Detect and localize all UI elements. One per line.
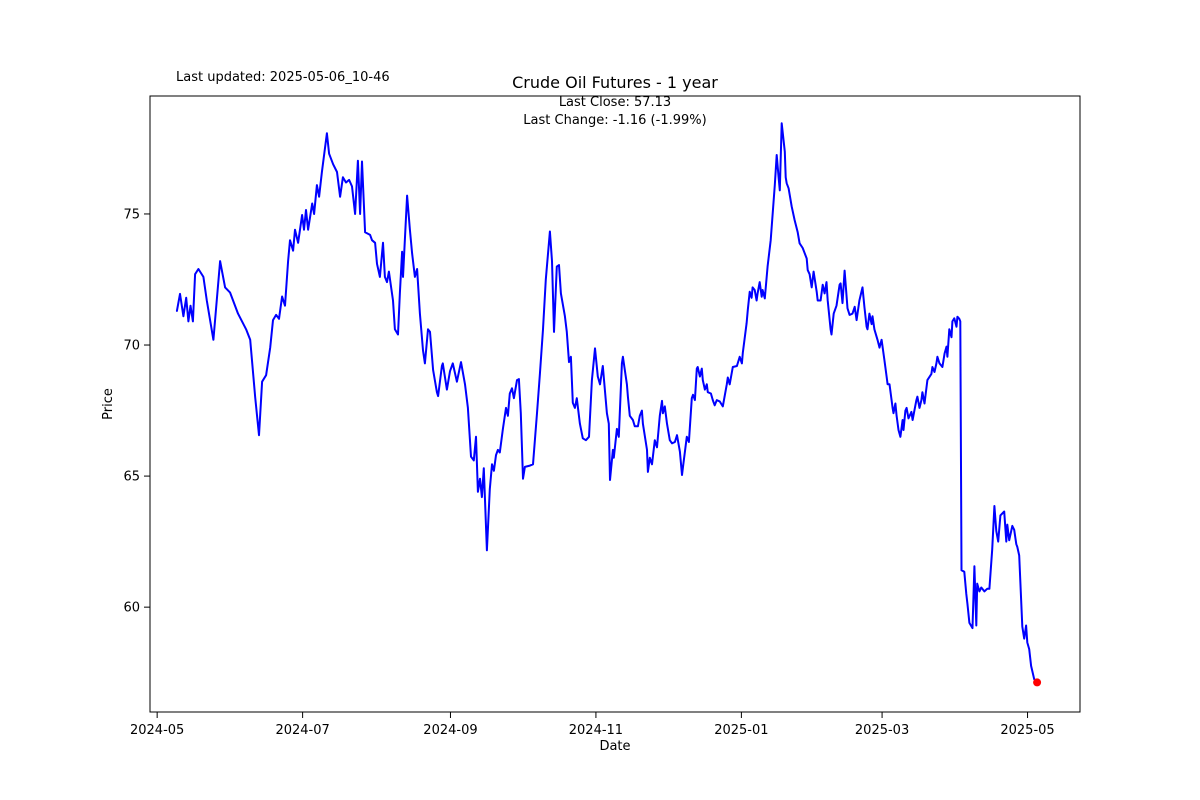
x-tick-label: 2024-09 — [423, 723, 477, 738]
price-series-group — [175, 122, 1042, 687]
x-tick-label: 2025-05 — [1000, 723, 1054, 738]
y-axis-ticks: 60 65 70 75 — [123, 207, 150, 616]
last-updated-text: Last updated: 2025-05-06_10-46 — [176, 70, 390, 85]
axes-frame — [149, 95, 1081, 713]
x-tick-label: 2024-11 — [569, 723, 623, 738]
x-tick-label: 2025-01 — [714, 723, 768, 738]
y-tick-label: 75 — [123, 207, 140, 222]
annotation-last-close: Last Close: 57.13 — [559, 95, 671, 110]
y-tick-label: 60 — [123, 601, 140, 616]
y-tick-label: 65 — [123, 470, 140, 485]
price-line — [175, 122, 1039, 684]
x-tick-label: 2025-03 — [855, 723, 909, 738]
chart-title: Crude Oil Futures - 1 year — [512, 73, 718, 92]
x-tick-label: 2024-05 — [130, 723, 184, 738]
x-axis-ticks: 2024-05 2024-07 2024-09 2024-11 2025-01 2025-… — [130, 712, 1055, 738]
x-axis-label: Date — [599, 739, 630, 754]
y-tick-label: 70 — [123, 339, 140, 354]
last-price-marker — [1033, 678, 1042, 687]
annotation-last-change: Last Change: -1.16 (-1.99%) — [523, 113, 706, 128]
x-tick-label: 2024-07 — [275, 723, 329, 738]
y-axis-label: Price — [101, 388, 116, 420]
